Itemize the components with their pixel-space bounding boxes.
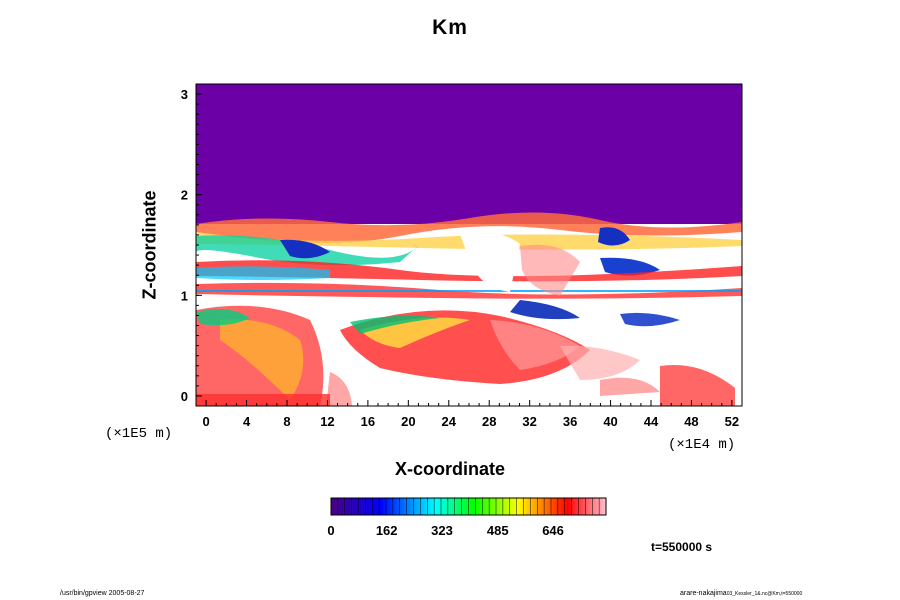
- x-unit-left: (×1E5 m): [105, 426, 173, 442]
- x-axis-label: X-coordinate: [394, 459, 505, 479]
- y-tick-label: 1: [181, 288, 188, 303]
- x-tick-label: 16: [361, 414, 375, 429]
- x-axis: 0 4 8 12 16 20 24 28 32 36 40 44 48 52: [202, 400, 739, 429]
- footer-right: arare-nakajima03_Kessler_1&.nc@Km,t=5500…: [680, 590, 802, 597]
- x-tick-label: 32: [522, 414, 536, 429]
- colorbar-tick-label: 162: [376, 523, 398, 538]
- x-tick-label: 8: [283, 414, 290, 429]
- y-tick-label: 2: [181, 188, 188, 203]
- x-tick-label: 24: [442, 414, 457, 429]
- y-tick-label: 3: [181, 87, 188, 102]
- x-tick-label: 4: [243, 414, 251, 429]
- colorbar-tick-label: 0: [327, 523, 334, 538]
- colorbar-tick-label: 323: [431, 523, 453, 538]
- colorbar-tick-label: 485: [487, 523, 509, 538]
- x-tick-label: 0: [202, 414, 209, 429]
- colorbar-tick-label: 646: [542, 523, 564, 538]
- x-tick-label: 40: [603, 414, 617, 429]
- x-tick-label: 28: [482, 414, 496, 429]
- footer-right-small: 03_Kessler_1&.nc@Km,t=550000: [726, 591, 803, 597]
- x-unit-right: (×1E4 m): [668, 437, 736, 453]
- x-tick-label: 48: [684, 414, 698, 429]
- x-tick-label: 36: [563, 414, 577, 429]
- y-axis: 0 1 2 3: [181, 87, 202, 404]
- time-label: t=550000 s: [651, 540, 713, 554]
- lower-layer: [196, 305, 735, 406]
- x-tick-label: 44: [644, 414, 659, 429]
- x-tick-label: 20: [401, 414, 415, 429]
- chart-title: Km: [432, 16, 468, 39]
- heatmap-field: [196, 84, 742, 406]
- upper-uniform-region: [196, 84, 742, 224]
- colorbar-ticks: 0 162 323 485 646: [327, 498, 607, 538]
- y-axis-label: Z-coordinate: [139, 190, 160, 300]
- x-tick-label: 52: [725, 414, 739, 429]
- footer-right-main: arare-nakajima: [680, 590, 727, 597]
- y-tick-label: 0: [181, 389, 188, 404]
- footer-left: /usr/bin/gpview 2005-08-27: [60, 590, 145, 597]
- turbulent-band: [196, 212, 742, 327]
- x-tick-label: 12: [320, 414, 334, 429]
